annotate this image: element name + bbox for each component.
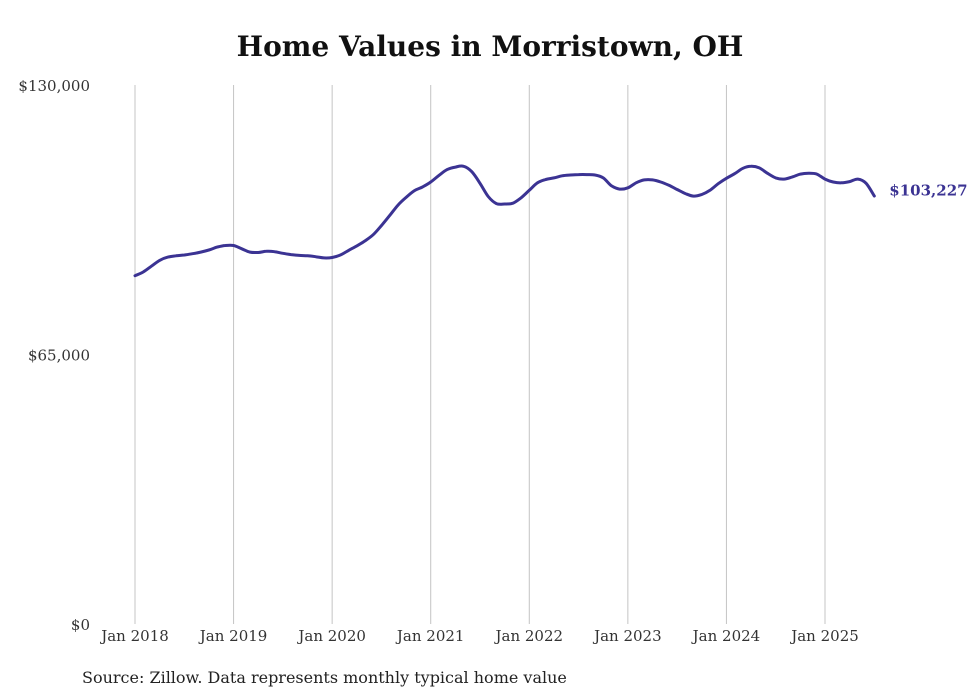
x-tick-label: Jan 2020 [296, 627, 366, 645]
series-layer [133, 164, 876, 278]
end-value-label: $103,227 [889, 182, 967, 200]
x-tick-label: Jan 2024 [691, 627, 761, 645]
x-tick-label: Jan 2025 [789, 627, 859, 645]
x-tick-label: Jan 2023 [592, 627, 662, 645]
data-label-layer: $103,227 [889, 182, 967, 200]
x-tick-label: Jan 2021 [395, 627, 465, 645]
x-tick-label: Jan 2022 [494, 627, 564, 645]
y-tick-label: $130,000 [18, 77, 90, 95]
y-tick-label: $0 [71, 616, 90, 634]
series-line-home-value [133, 164, 876, 278]
y-tick-label: $65,000 [28, 347, 90, 365]
x-tick-label: Jan 2019 [198, 627, 268, 645]
x-axis-tick-labels: Jan 2018 Jan 2019 Jan 2020 Jan 2021 Jan 2022… [99, 627, 859, 645]
source-note: Source: Zillow. Data represents monthly … [82, 668, 567, 687]
x-tick-label: Jan 2018 [99, 627, 169, 645]
chart-title: Home Values in Morristown, OH [236, 30, 744, 63]
y-axis-tick-labels: $0 $65,000 $130,000 [18, 77, 90, 634]
gridlines [134, 85, 826, 624]
